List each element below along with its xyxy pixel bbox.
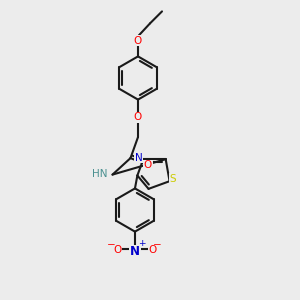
Text: O: O: [134, 112, 142, 122]
Text: −: −: [153, 239, 161, 250]
Text: N: N: [130, 245, 140, 258]
Text: HN: HN: [92, 169, 107, 179]
Text: −: −: [106, 239, 115, 250]
Text: O: O: [134, 36, 142, 46]
Text: +: +: [138, 239, 145, 248]
Text: N: N: [135, 153, 142, 163]
Text: O: O: [113, 245, 122, 255]
Text: S: S: [170, 174, 176, 184]
Text: O: O: [148, 245, 157, 255]
Text: O: O: [144, 160, 152, 170]
